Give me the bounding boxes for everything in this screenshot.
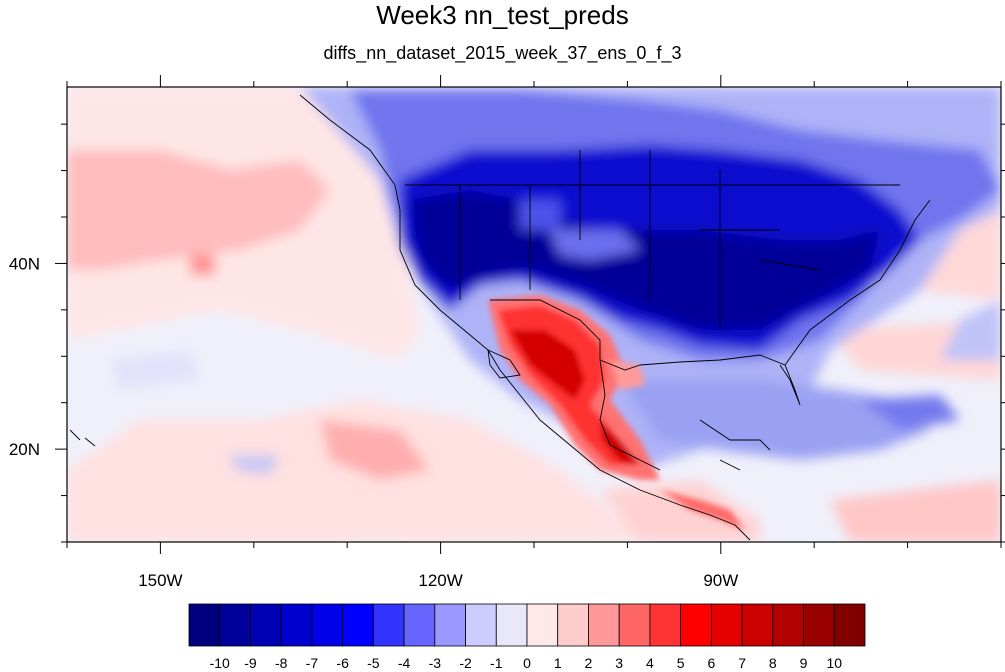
- colorbar-swatch: [434, 603, 466, 647]
- axis-labels: 150W 120W 90W 40N 20N: [9, 254, 738, 590]
- colorbar-level-label: -2: [459, 655, 472, 671]
- colorbar-swatch: [618, 603, 651, 647]
- colorbar-level-label: 6: [707, 655, 715, 671]
- colorbar-level-label: 10: [826, 655, 842, 671]
- colorbar-swatch: [372, 603, 405, 647]
- colorbar-level-label: -8: [275, 655, 288, 671]
- colorbar-swatch: [250, 603, 282, 647]
- colorbar-swatch: [342, 603, 374, 647]
- colorbar-swatch: [495, 603, 528, 647]
- lon-tick-label: 90W: [703, 571, 738, 590]
- lon-tick-label: 150W: [138, 571, 182, 590]
- coastlines: [69, 94, 931, 541]
- colorbar-swatch: [557, 603, 589, 647]
- colorbar-level-label: -5: [367, 655, 380, 671]
- colorbar-level-label: 1: [554, 655, 562, 671]
- colorbar-level-label: 4: [646, 655, 654, 671]
- colorbar-swatch: [803, 603, 835, 647]
- colorbar-level-label: -9: [244, 655, 257, 671]
- colorbar: [188, 603, 866, 647]
- colorbar-level-label: -1: [490, 655, 503, 671]
- colorbar-level-label: 7: [738, 655, 746, 671]
- colorbar-swatch: [188, 603, 221, 647]
- colorbar-swatch: [465, 603, 497, 647]
- colorbar-swatch: [219, 603, 251, 647]
- colorbar-level-label: 9: [800, 655, 808, 671]
- colorbar-level-label: 3: [615, 655, 623, 671]
- colorbar-level-label: -6: [336, 655, 349, 671]
- colorbar-swatch: [710, 603, 743, 647]
- colorbar-swatch: [311, 603, 344, 647]
- colorbar-level-label: -4: [398, 655, 411, 671]
- axis-ticks: [55, 75, 1005, 554]
- colorbar-swatch: [588, 603, 620, 647]
- colorbar-swatch: [649, 603, 682, 647]
- colorbar-level-label: 2: [585, 655, 593, 671]
- colorbar-level-label: 5: [677, 655, 685, 671]
- colorbar-level-label: -10: [210, 655, 230, 671]
- colorbar-labels: -10 -9 -8 -7 -6 -5 -4 -3 -2 -1 0 1 2 3 4 5 6 7 8 9 10: [210, 655, 843, 671]
- anomaly-field: [67, 87, 1001, 542]
- colorbar-swatch: [526, 603, 559, 647]
- colorbar-swatch: [772, 603, 804, 647]
- colorbar-swatch: [741, 603, 774, 647]
- colorbar-swatch: [280, 603, 313, 647]
- map-panel: [67, 87, 1001, 542]
- colorbar-swatch: [403, 603, 436, 647]
- colorbar-level-label: -3: [429, 655, 442, 671]
- colorbar-level-label: -7: [306, 655, 319, 671]
- colorbar-level-label: 0: [523, 655, 531, 671]
- lon-tick-label: 120W: [418, 571, 462, 590]
- colorbar-level-label: 8: [769, 655, 777, 671]
- lat-tick-label: 40N: [9, 254, 40, 273]
- lat-tick-label: 20N: [9, 440, 40, 459]
- positive-anomaly: [488, 295, 745, 530]
- colorbar-swatch: [833, 603, 866, 647]
- colorbar-swatch: [680, 603, 712, 647]
- plot-subtitle: diffs_nn_dataset_2015_week_37_ens_0_f_3: [323, 43, 682, 63]
- plot-title: Week3 nn_test_preds: [376, 0, 629, 30]
